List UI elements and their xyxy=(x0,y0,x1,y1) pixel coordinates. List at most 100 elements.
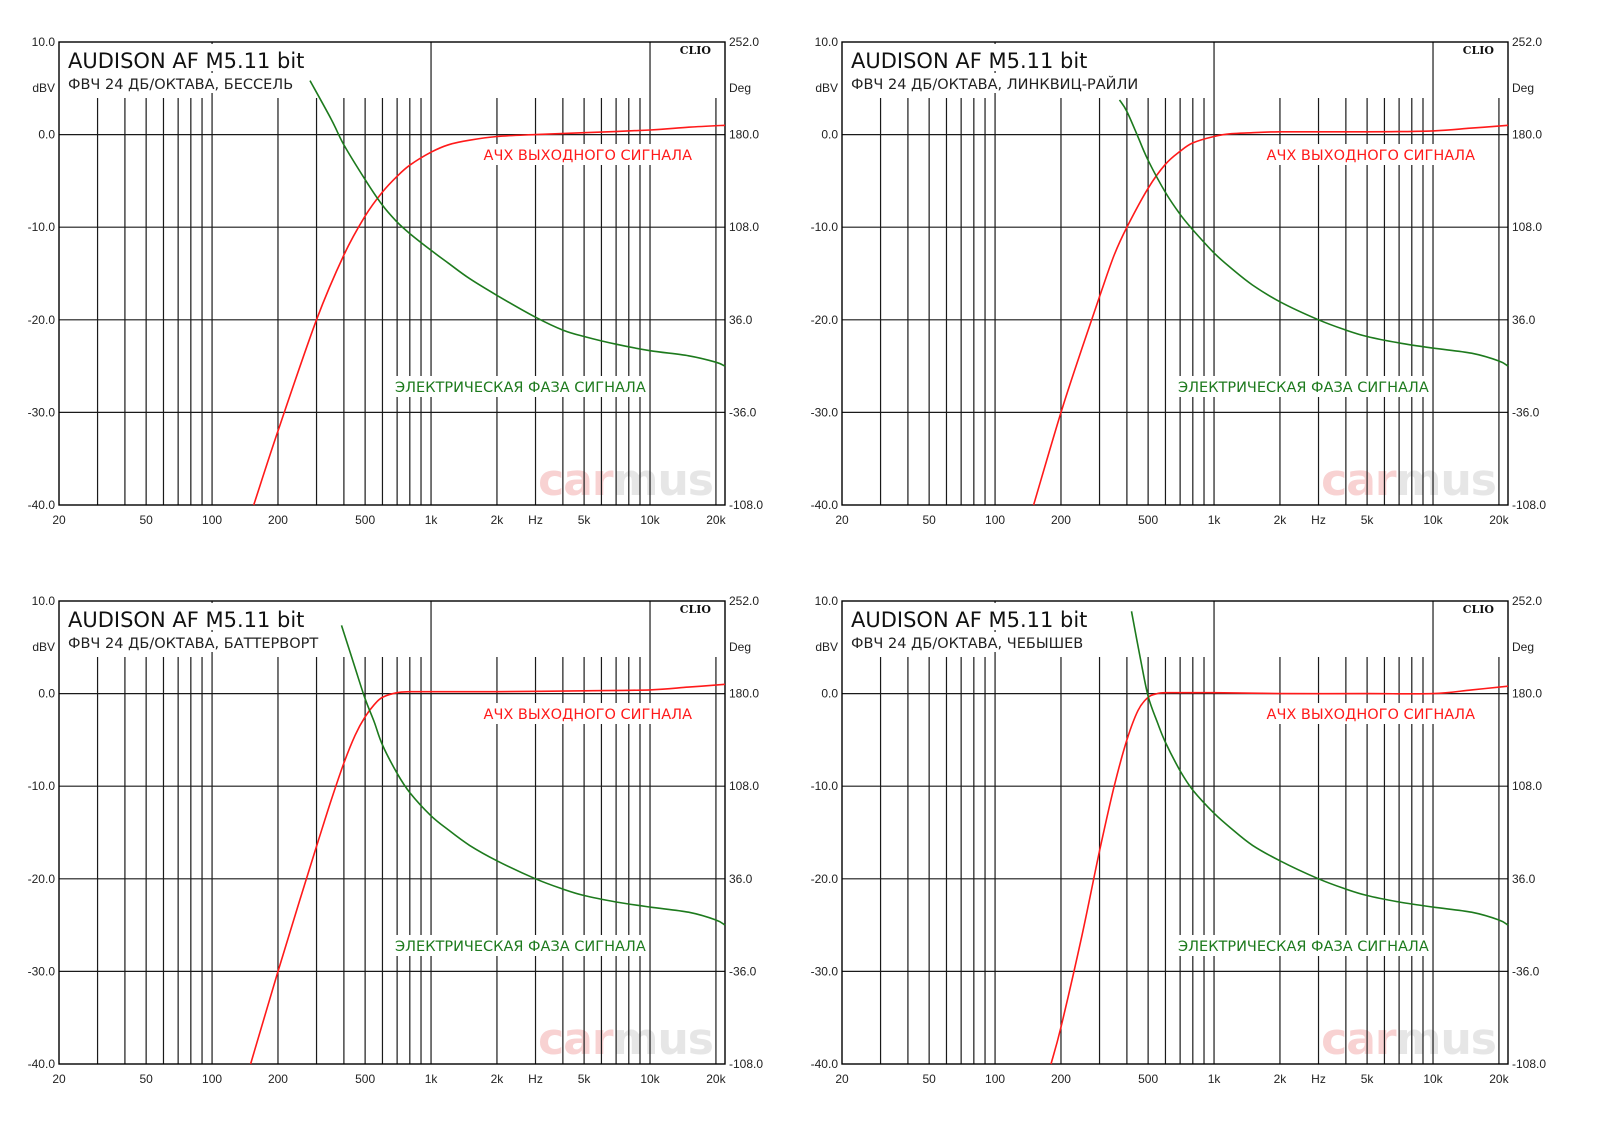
y-right-tick-label: -36.0 xyxy=(1512,405,1540,419)
y-right-tick-label: 252.0 xyxy=(729,35,759,49)
y-left-unit-label: dBV xyxy=(32,81,55,95)
magnitude-series-label: АЧХ ВЫХОДНОГО СИГНАЛА xyxy=(1267,707,1476,723)
magnitude-series-label: АЧХ ВЫХОДНОГО СИГНАЛА xyxy=(1267,148,1476,164)
y-right-tick-label: 108.0 xyxy=(729,220,759,234)
y-right-tick-label: 180.0 xyxy=(1512,687,1542,701)
x-tick-label: 50 xyxy=(139,1072,153,1086)
y-right-unit-label: Deg xyxy=(729,640,751,654)
chart-title: AUDISON AF M5.11 bit xyxy=(851,49,1087,73)
phase-series-label: ЭЛЕКТРИЧЕСКАЯ ФАЗА СИГНАЛА xyxy=(1178,939,1429,955)
x-tick-label: 100 xyxy=(202,513,222,527)
y-right-tick-label: 252.0 xyxy=(1512,594,1542,608)
plot-frame xyxy=(58,41,726,506)
y-left-tick-label: -30.0 xyxy=(811,964,839,978)
x-tick-label: 2k xyxy=(491,513,505,527)
y-left-tick-label: 10.0 xyxy=(815,35,839,49)
y-right-tick-label: 252.0 xyxy=(1512,35,1542,49)
magnitude-label-background xyxy=(1267,144,1479,165)
x-tick-label: 500 xyxy=(355,513,375,527)
y-left-unit-label: dBV xyxy=(32,640,55,654)
y-left-tick-label: -10.0 xyxy=(811,779,839,793)
plot-frame xyxy=(841,41,1509,506)
y-right-tick-label: 108.0 xyxy=(1512,220,1542,234)
subtitle-background xyxy=(844,73,1137,93)
plot-frame xyxy=(58,600,726,1065)
watermark-part-2: mus xyxy=(613,455,713,506)
x-tick-label: 2k xyxy=(491,1072,505,1086)
y-left-tick-label: 0.0 xyxy=(38,687,55,701)
x-tick-label: 100 xyxy=(985,513,1005,527)
x-tick-label: 20 xyxy=(835,513,849,527)
phase-label-background xyxy=(391,376,642,397)
watermark-logo: carmus xyxy=(1321,1014,1496,1065)
y-right-tick-label: 36.0 xyxy=(1512,872,1536,886)
y-right-tick-label: -36.0 xyxy=(729,405,757,419)
x-tick-label: 200 xyxy=(1051,1072,1071,1086)
y-right-tick-label: -108.0 xyxy=(729,498,763,512)
y-right-unit-label: Deg xyxy=(729,81,751,95)
y-left-tick-label: -40.0 xyxy=(811,1057,839,1071)
y-right-tick-label: 180.0 xyxy=(729,687,759,701)
x-tick-label: 1k xyxy=(425,513,439,527)
brand-label: CLIO xyxy=(1463,44,1495,57)
phase-series-line xyxy=(1118,99,1509,367)
magnitude-label-background xyxy=(1267,703,1479,724)
y-left-tick-label: -30.0 xyxy=(28,405,56,419)
x-tick-label: 2k xyxy=(1274,1072,1288,1086)
y-left-unit-label: dBV xyxy=(815,81,838,95)
y-left-tick-label: -10.0 xyxy=(811,220,839,234)
x-tick-label: 5k xyxy=(1361,513,1375,527)
subtitle-background xyxy=(61,73,299,93)
y-right-tick-label: 36.0 xyxy=(1512,313,1536,327)
y-right-tick-label: 108.0 xyxy=(1512,779,1542,793)
x-unit-label: Hz xyxy=(1311,1072,1326,1086)
chart-panel-2: carmus 10.0 0.0 -10.0 -20.0 -30.0 -40.0 dBV 252.… xyxy=(811,35,1547,527)
x-tick-label: 20k xyxy=(1489,513,1509,527)
x-tick-label: 200 xyxy=(1051,513,1071,527)
x-tick-label: 20k xyxy=(706,513,726,527)
y-left-tick-label: 10.0 xyxy=(32,35,56,49)
phase-label-background xyxy=(1174,935,1425,956)
x-tick-label: 500 xyxy=(1138,513,1158,527)
brand-label: CLIO xyxy=(680,44,712,57)
subtitle-background xyxy=(61,632,326,652)
y-right-tick-label: 36.0 xyxy=(729,313,753,327)
x-tick-label: 20k xyxy=(706,1072,726,1086)
grid xyxy=(842,42,1508,505)
y-left-tick-label: 0.0 xyxy=(821,128,838,142)
x-tick-label: 5k xyxy=(578,513,592,527)
x-tick-label: 1k xyxy=(425,1072,439,1086)
y-right-tick-label: 36.0 xyxy=(729,872,753,886)
x-tick-label: 1k xyxy=(1208,513,1222,527)
phase-series-label: ЭЛЕКТРИЧЕСКАЯ ФАЗА СИГНАЛА xyxy=(1178,380,1429,396)
magnitude-series-line xyxy=(249,683,726,1065)
chart-title: AUDISON AF M5.11 bit xyxy=(68,49,304,73)
phase-series-line xyxy=(1130,611,1509,926)
y-left-tick-label: -20.0 xyxy=(811,313,839,327)
y-left-tick-label: -20.0 xyxy=(811,872,839,886)
x-tick-label: 100 xyxy=(202,1072,222,1086)
chart-panel-4: carmus 10.0 0.0 -10.0 -20.0 -30.0 -40.0 dBV 252.… xyxy=(811,594,1547,1086)
y-right-tick-label: 252.0 xyxy=(729,594,759,608)
x-unit-label: Hz xyxy=(528,513,543,527)
watermark-logo: carmus xyxy=(538,455,713,506)
x-tick-label: 1k xyxy=(1208,1072,1222,1086)
chart-subtitle: ФВЧ 24 ДБ/ОКТАВА, БАТТЕРВОРТ xyxy=(68,636,318,652)
chart-subtitle: ФВЧ 24 ДБ/ОКТАВА, БЕССЕЛЬ xyxy=(68,77,293,93)
y-left-tick-label: -30.0 xyxy=(28,964,56,978)
y-left-tick-label: -30.0 xyxy=(811,405,839,419)
brand-label: CLIO xyxy=(1463,603,1495,616)
y-left-tick-label: -40.0 xyxy=(811,498,839,512)
y-right-unit-label: Deg xyxy=(1512,81,1534,95)
chart-subtitle: ФВЧ 24 ДБ/ОКТАВА, ЧЕБЫШЕВ xyxy=(851,636,1083,652)
phase-series-label: ЭЛЕКТРИЧЕСКАЯ ФАЗА СИГНАЛА xyxy=(395,380,646,396)
x-tick-label: 10k xyxy=(1423,513,1443,527)
chart-title: AUDISON AF M5.11 bit xyxy=(851,608,1087,632)
watermark-logo: carmus xyxy=(1321,455,1496,506)
magnitude-series-label: АЧХ ВЫХОДНОГО СИГНАЛА xyxy=(484,148,693,164)
grid xyxy=(842,601,1508,1064)
phase-label-background xyxy=(391,935,642,956)
brand-label: CLIO xyxy=(680,603,712,616)
y-right-tick-label: -36.0 xyxy=(729,964,757,978)
y-right-tick-label: -108.0 xyxy=(729,1057,763,1071)
